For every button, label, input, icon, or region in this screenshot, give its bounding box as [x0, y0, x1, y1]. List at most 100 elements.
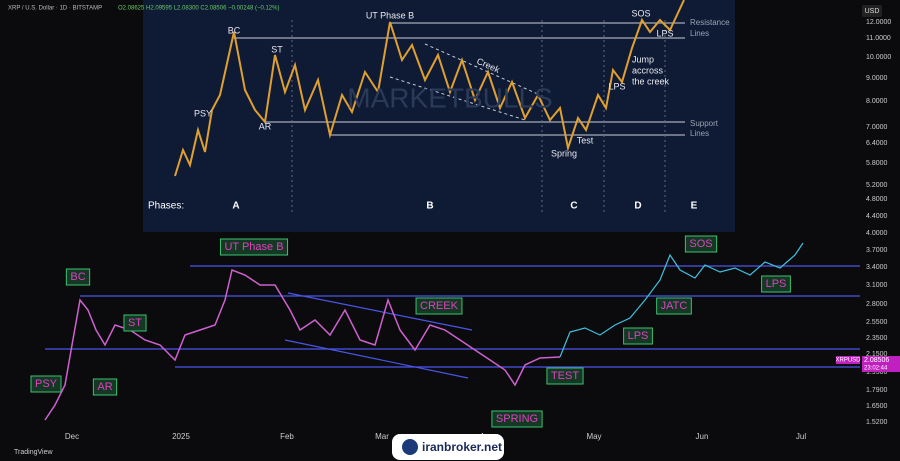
price-label: 1.7900: [866, 387, 888, 394]
price-label: 9.0000: [866, 75, 888, 82]
price-label: 2.1500: [866, 351, 888, 358]
annotations: PSY BC AR ST UT Phase B CREEK SPRING TEST LPS JAT…: [30, 235, 791, 428]
price-axis: 12.0000 11.0000 10.0000 9.0000 8.0000 7.0000 6…: [866, 19, 891, 426]
phase: E: [691, 201, 698, 212]
annotation: LPS: [623, 327, 653, 345]
annotation-text: BC: [70, 271, 85, 283]
site: iranbroker.net: [422, 440, 502, 454]
annotation: ST: [123, 314, 147, 332]
label: Test: [577, 135, 594, 145]
annotation: PSY: [30, 375, 62, 393]
phase: C: [570, 201, 577, 212]
label: Resistance: [690, 18, 730, 27]
label: Lines: [690, 129, 709, 138]
price-label: 12.0000: [866, 19, 891, 26]
time-label: Feb: [280, 432, 294, 441]
annotation-text: SPRING: [496, 413, 538, 425]
time-label: Jun: [696, 432, 709, 441]
annotation: JATC: [656, 297, 692, 315]
annotation-box: [92, 378, 118, 396]
symbol: XRP / U.S. Dollar · 1D · BITSTAMP: [8, 6, 102, 12]
phase: B: [426, 201, 433, 212]
inset-path: [174, 0, 685, 177]
annotation-box: [65, 268, 91, 286]
annotation-box: [219, 238, 289, 256]
label: Lines: [690, 29, 709, 38]
label: LPS: [656, 28, 673, 38]
label: LPS: [608, 81, 625, 91]
annotation-box: [623, 327, 653, 345]
levels: [45, 265, 862, 379]
price-label: 1.6500: [866, 403, 888, 410]
label: ST: [271, 44, 283, 54]
price-label: 2.5500: [866, 319, 888, 326]
time-label: Jul: [796, 432, 806, 441]
price-label: 2.8000: [866, 301, 888, 308]
annotation: TEST: [546, 367, 584, 385]
price-label: 10.0000: [866, 54, 891, 61]
price-label: 4.8000: [866, 196, 888, 203]
annotation-box: [415, 297, 463, 315]
label: the creek: [632, 76, 670, 86]
label: accross: [632, 65, 664, 75]
inset-labels: UT Phase B BC ST PSY AR Creek SOS LPS LP…: [194, 8, 674, 158]
inset-levels: [234, 22, 685, 136]
time-label: Dec: [65, 432, 79, 441]
label: UT Phase B: [366, 10, 414, 20]
annotation-text: SOS: [689, 238, 712, 250]
tag-countdown: 23:02:44: [864, 366, 888, 372]
annotation-text: UT Phase B: [224, 241, 283, 253]
annotation-text: JATC: [661, 300, 688, 312]
annotation-box: [656, 297, 692, 315]
price-label: 1.5200: [866, 419, 888, 426]
watermark: MARKETBULLS: [347, 82, 552, 113]
annotation-text: LPS: [766, 278, 787, 290]
projection: [559, 242, 804, 358]
annotation-box: [123, 314, 147, 332]
price-label: 3.1000: [866, 282, 888, 289]
annotation: SOS: [684, 235, 718, 253]
tag-symbol-bg: [836, 356, 860, 364]
label: Jump: [632, 54, 654, 64]
price-label: 3.7000: [866, 247, 888, 254]
price-label: 7.0000: [866, 124, 888, 131]
brand: TradingView: [14, 449, 53, 456]
price-label: 4.0000: [866, 230, 888, 237]
price-label: 4.4000: [866, 213, 888, 220]
label: Support: [690, 119, 719, 128]
time-label: May: [586, 432, 601, 441]
annotation-text: CREEK: [420, 300, 459, 312]
site-icon: [402, 439, 418, 455]
inset-line-labels: Resistance Lines Support Lines: [690, 18, 730, 138]
price-label: 8.0000: [866, 98, 888, 105]
label: SOS: [631, 8, 650, 18]
annotation-box: [546, 367, 584, 385]
phase: D: [634, 201, 641, 212]
annotation: LPS: [761, 275, 791, 293]
price-label: 11.0000: [866, 35, 891, 42]
annotation: AR: [92, 378, 118, 396]
currency-box: [862, 5, 882, 17]
ohlc: O2.08625 H2.09595 L2.08300 C2.08506 −0.0…: [118, 6, 279, 12]
price-label: 5.8000: [866, 160, 888, 167]
price-label: 6.4000: [866, 140, 888, 147]
annotation-box: [491, 410, 543, 428]
inset-creek-lines: [389, 43, 541, 121]
phases: Phases: A B C D E: [148, 201, 698, 212]
label: PSY: [194, 108, 212, 118]
annotation-box: [684, 235, 718, 253]
annotation-text: AR: [97, 381, 112, 393]
annotation-box: [30, 375, 62, 393]
time-label: 2025: [172, 432, 190, 441]
annotation: UT Phase B: [219, 238, 289, 256]
price-label: 2.3500: [866, 335, 888, 342]
annotation: SPRING: [491, 410, 543, 428]
annotation-text: ST: [128, 317, 142, 329]
site-box: [392, 434, 504, 460]
annotation: BC: [65, 268, 91, 286]
tag-symbol: XRPUSD: [835, 358, 861, 364]
tag-price: 2.08506: [864, 357, 889, 364]
phase: A: [232, 201, 239, 212]
price-label: 3.4000: [866, 264, 888, 271]
